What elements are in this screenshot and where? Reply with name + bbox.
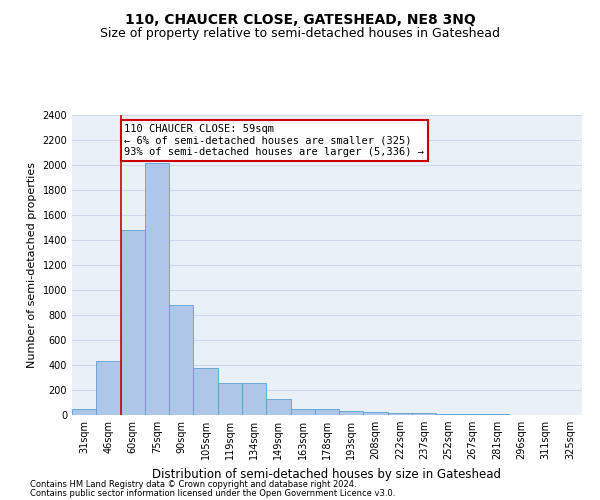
Bar [290,410,315,415]
Bar [461,414,485,415]
Bar [121,230,145,415]
Bar [169,305,193,415]
Bar [485,414,509,415]
Bar [242,383,266,415]
Bar [339,411,364,415]
Text: Contains public sector information licensed under the Open Government Licence v3: Contains public sector information licen… [30,488,395,498]
Text: Size of property relative to semi-detached houses in Gateshead: Size of property relative to semi-detach… [100,28,500,40]
Bar [266,399,290,415]
Bar [145,162,169,415]
Y-axis label: Number of semi-detached properties: Number of semi-detached properties [27,162,37,368]
Bar [388,413,412,415]
Bar [96,360,121,415]
Bar [412,413,436,415]
Bar [193,368,218,415]
Bar [364,412,388,415]
Text: Contains HM Land Registry data © Crown copyright and database right 2024.: Contains HM Land Registry data © Crown c… [30,480,356,489]
Bar [436,414,461,415]
Bar [218,383,242,415]
X-axis label: Distribution of semi-detached houses by size in Gateshead: Distribution of semi-detached houses by … [152,468,502,480]
Bar [72,409,96,415]
Bar [315,410,339,415]
Text: 110, CHAUCER CLOSE, GATESHEAD, NE8 3NQ: 110, CHAUCER CLOSE, GATESHEAD, NE8 3NQ [125,12,475,26]
Text: 110 CHAUCER CLOSE: 59sqm
← 6% of semi-detached houses are smaller (325)
93% of s: 110 CHAUCER CLOSE: 59sqm ← 6% of semi-de… [124,124,424,157]
